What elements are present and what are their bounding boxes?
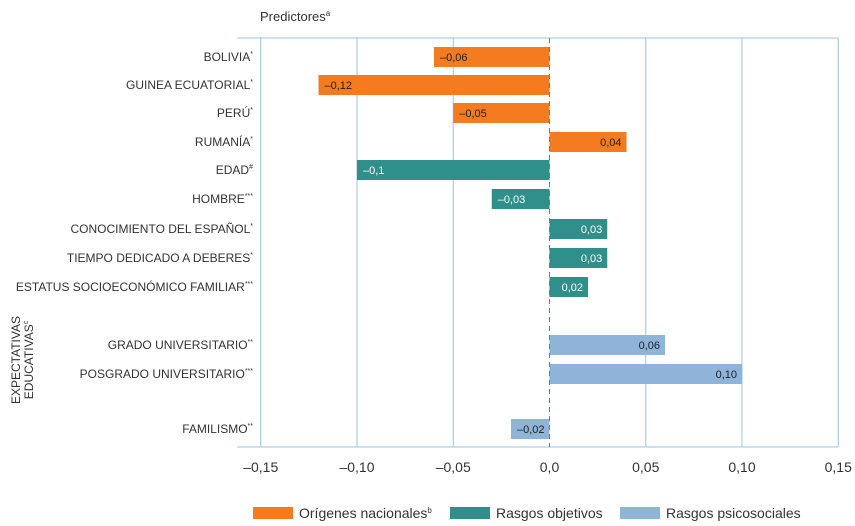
legend-label-3: Rasgos psicosociales [666,505,801,521]
bar-6 [491,189,550,209]
bars: –0,06 –0,12 –0,05 0,04 –0,1 –0,03 0,03 0,03 0,02… [318,38,742,447]
plot-frame [237,37,838,448]
x-tick-label-2: –0,10 [339,459,374,475]
grid-lines [260,38,839,447]
bar-value-label-7: 0,03 [581,224,602,236]
category-label-2: GUINEA ECUATORIAL* [126,78,253,92]
group-label: EXPECTATIVASEDUCATIVASc [9,316,36,404]
category-label-1: BOLIVIA* [204,50,254,64]
bar-value-label-5: –0,1 [363,165,384,177]
bar-value-label-2: –0,12 [325,80,353,92]
bar-12 [511,419,550,439]
legend-item-1: Orígenes nacionalesb [253,505,432,521]
category-label-10: GRADO UNIVERSITARIO** [108,338,254,352]
category-label-12: FAMILISMO** [182,422,253,436]
x-tick-label-5: 0,05 [632,459,659,475]
bar-9 [549,277,588,297]
chart-title: Predictoresa [260,9,331,24]
bar-10 [549,335,665,355]
bar-value-label-8: 0,03 [581,253,602,265]
bar-7 [549,219,608,239]
legend-item-2: Rasgos objetivos [450,505,603,521]
legend-label-2: Rasgos objetivos [496,505,603,521]
category-label-11: POSGRADO UNIVERSITARIO*** [80,367,254,381]
bar-value-label-3: –0,05 [459,108,487,120]
bar-value-label-9: 0,02 [562,282,583,294]
x-tick-label-3: –0,05 [436,459,471,475]
category-label-4: RUMANÍA* [195,134,253,149]
bar-value-label-1: –0,06 [440,52,468,64]
bar-value-label-11: 0,10 [716,369,737,381]
bar-value-label-12: –0,02 [517,424,545,436]
x-tick-labels: –0,15 –0,10 –0,05 0,0 0,05 0,10 0,15 [243,459,852,475]
bar-1 [434,47,550,67]
category-label-8: TIEMPO DEDICADO A DEBERES* [67,251,253,265]
bar-3 [453,103,550,123]
x-tick-label-4: 0,0 [540,459,560,475]
bar-value-label-4: 0,04 [600,137,621,149]
legend-swatch-1 [253,507,293,519]
legend-label-1: Orígenes nacionalesb [299,505,432,521]
bar-5 [357,160,550,180]
category-label-6: HOMBRE*** [192,192,253,206]
category-label-3: PERÚ* [217,105,253,120]
bar-value-label-10: 0,06 [639,340,660,352]
legend: Orígenes nacionalesb Rasgos objetivos Rasg… [253,505,801,521]
bar-8 [549,248,608,268]
x-tick-label-7: 0,15 [825,459,852,475]
legend-swatch-2 [450,507,490,519]
category-label-5: EDAD# [216,163,253,177]
bar-value-label-6: –0,03 [498,194,526,206]
group-label-text: EXPECTATIVASEDUCATIVASc [9,316,36,404]
x-tick-label-6: 0,10 [728,459,755,475]
chart-title-group: Predictoresa [260,9,331,24]
x-tick-label-1: –0,15 [243,459,278,475]
bar-2 [318,75,550,95]
category-label-7: CONOCIMIENTO DEL ESPAÑOL* [70,222,253,236]
bar-4 [549,132,627,152]
legend-item-3: Rasgos psicosociales [620,505,801,521]
category-label-9: ESTATUS SOCIOECONÓMICO FAMILIAR*** [16,279,253,294]
bar-11 [549,364,742,384]
legend-swatch-3 [620,507,660,519]
category-labels: BOLIVIA* GUINEA ECUATORIAL* PERÚ* RUMANÍA* E… [16,50,253,436]
